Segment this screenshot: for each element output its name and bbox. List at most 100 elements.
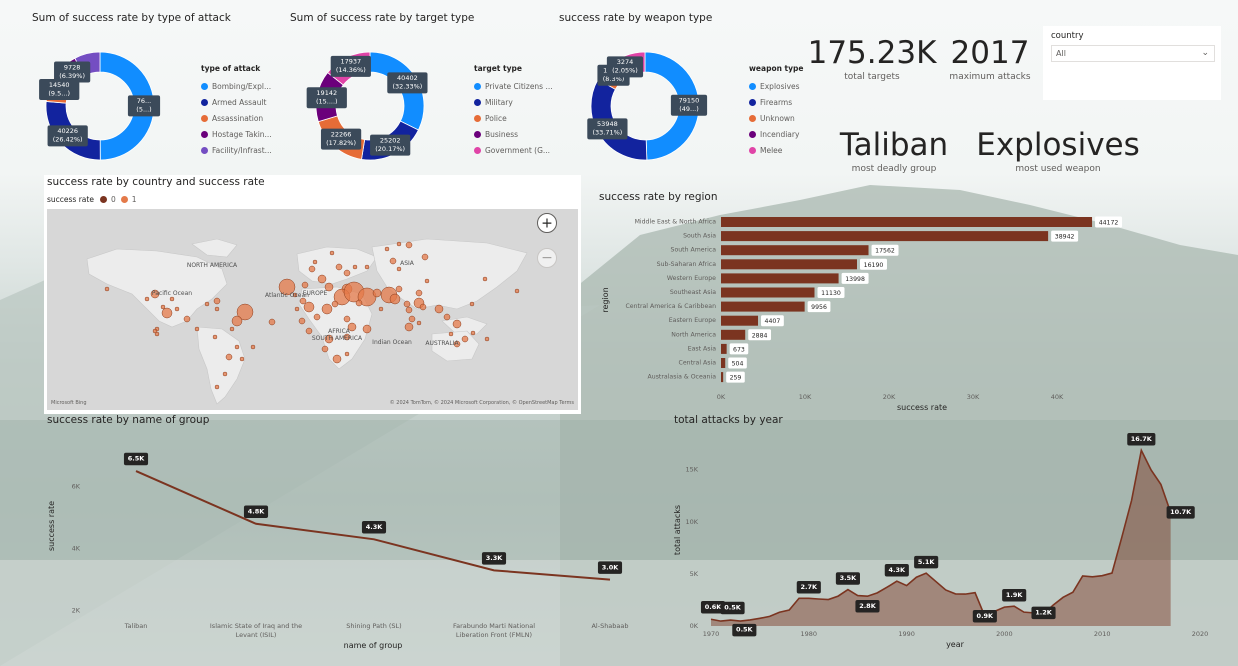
legend-item[interactable]: Business [474,126,553,142]
map-bubble[interactable] [343,315,351,323]
map-bubble[interactable] [301,281,309,289]
map-bubble[interactable] [347,322,357,332]
map-bubble[interactable] [317,274,327,284]
map-bubble[interactable] [229,326,235,332]
legend-item[interactable]: Facility/Infrast... [201,142,272,158]
map-bubble[interactable] [152,328,158,334]
legend-item[interactable]: Private Citizens ... [474,78,553,94]
map-bubble[interactable] [312,259,318,265]
map-bubble[interactable] [364,264,370,270]
group-line-chart[interactable]: 2K 4K 6K 6.5K 4.8K 4.3K 3.3K 3.0K Taliban Islamic… [40,428,670,656]
map-bubble[interactable] [378,306,384,312]
map-bubble[interactable] [214,306,220,312]
legend-item[interactable]: Explosives [749,78,803,94]
map-bubble[interactable] [329,250,335,256]
legend-item[interactable]: Melee [749,142,803,158]
legend-item[interactable]: Incendiary [749,126,803,142]
legend-item[interactable]: Police [474,110,553,126]
map-bubble[interactable] [239,356,245,362]
map-bubble[interactable] [389,257,397,265]
group-line-series[interactable] [135,470,611,581]
donut-slice[interactable] [644,51,700,161]
chevron-down-icon[interactable]: ⌄ [1201,48,1209,58]
country-dropdown[interactable]: All ⌄ [1051,45,1215,62]
map-bubble[interactable] [453,340,461,348]
target-type-donut-chart[interactable]: 40402(32.33%) 25202(20.17%) 22266(17.82%) 1… [290,38,470,168]
map-bubble[interactable] [213,297,221,305]
map-bubble[interactable] [405,306,413,314]
map-bubble[interactable] [395,285,403,293]
region-bar[interactable] [721,273,839,284]
map-bubble[interactable] [482,276,488,282]
map-bubble[interactable] [352,264,358,270]
year-area-line[interactable] [710,447,1172,622]
map-bubble[interactable] [396,266,402,272]
region-bar[interactable] [721,287,815,298]
map-bubble[interactable] [470,330,476,336]
region-bar[interactable] [721,259,857,270]
map-bubble[interactable] [225,353,233,361]
world-map[interactable]: NORTH AMERICA EUROPE ASIA Pacific Ocean Atla… [47,209,578,410]
map-bubble[interactable] [294,306,300,312]
map-bubble[interactable] [419,303,427,311]
region-bar[interactable] [721,315,759,326]
legend-item[interactable]: Government (G... [474,142,553,158]
map-bubble[interactable] [161,307,173,319]
map-bubble[interactable] [324,334,334,344]
map-bubble[interactable] [222,371,228,377]
map-bubble[interactable] [332,354,342,364]
map-bubble[interactable] [452,319,462,329]
map-bubble[interactable] [448,331,454,337]
map-bubble[interactable] [234,344,240,350]
weapon-type-donut-chart[interactable]: 79150(49...)53948(33.71%)13277(8.3%)3274… [565,38,745,168]
map-bubble[interactable] [343,269,351,277]
map-bubble[interactable] [160,304,166,310]
map-bubble[interactable] [404,322,414,332]
map-bubble[interactable] [144,296,150,302]
map-bubble[interactable] [298,317,306,325]
map-bubble[interactable] [408,315,416,323]
legend-item[interactable]: Firearms [749,94,803,110]
map-bubble[interactable] [372,288,382,298]
map-bubble[interactable] [403,300,411,308]
zoom-in-button[interactable]: + [537,213,557,233]
attack-type-donut-chart[interactable]: 76...(5...)40226(26.42%)14540(9.5...)972… [20,38,200,168]
map-bubble[interactable] [469,301,475,307]
map-bubble[interactable] [424,278,430,284]
map-bubble[interactable] [303,301,315,313]
map-bubble[interactable] [169,296,175,302]
map-bubble[interactable] [405,241,413,249]
map-bubble[interactable] [308,265,316,273]
region-bar[interactable] [721,329,746,340]
legend-item[interactable]: Armed Assault [201,94,272,110]
zoom-out-button[interactable]: − [537,248,557,268]
map-bubble[interactable] [204,301,210,307]
map-bubble[interactable] [434,304,444,314]
map-bubble[interactable] [250,344,256,350]
map-bubble[interactable] [104,286,110,292]
map-bubble[interactable] [415,289,423,297]
region-bar[interactable] [721,358,726,368]
map-bubble[interactable] [344,351,350,357]
map-bubble[interactable] [355,299,363,307]
map-bubble[interactable] [362,324,372,334]
map-bubble[interactable] [183,315,191,323]
map-bubble[interactable] [278,278,296,296]
map-bubble[interactable] [331,300,339,308]
region-bar[interactable] [721,217,1093,227]
legend-item[interactable]: Unknown [749,110,803,126]
donut-slice[interactable] [99,51,155,161]
map-bubble[interactable] [461,335,469,343]
legend-item[interactable]: Bombing/Expl... [201,78,272,94]
map-bubble[interactable] [421,253,429,261]
map-bubble[interactable] [384,246,390,252]
region-bar[interactable] [721,231,1049,242]
map-bubble[interactable] [514,288,520,294]
map-bubble[interactable] [268,318,276,326]
map-bubble[interactable] [150,289,160,299]
region-bar[interactable] [721,343,727,354]
map-bubble[interactable] [236,303,254,321]
map-bubble[interactable] [335,263,343,271]
map-bubble[interactable] [321,345,329,353]
